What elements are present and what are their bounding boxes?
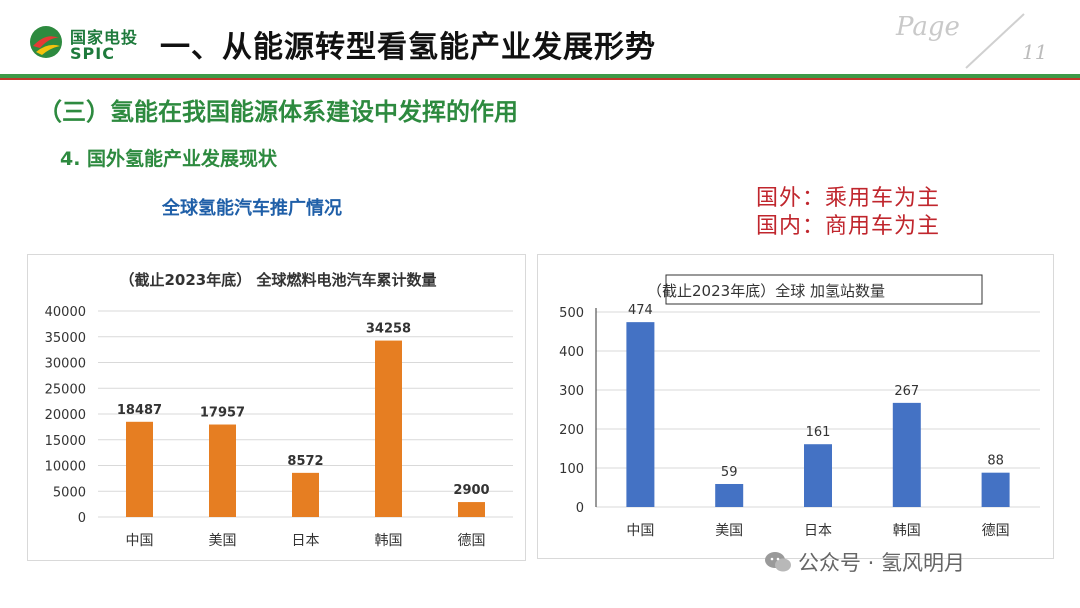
data-label: 474: [628, 303, 653, 318]
bar-2: [715, 483, 744, 507]
chart-title: （截止2023年底）全球 加氢站数量: [647, 282, 885, 300]
fuel-cell-vehicle-chart: （截止2023年底） 全球燃料电池汽车累计数量 0 5000 10000 15000 20…: [45, 271, 513, 549]
x-tick-label: 德国: [982, 523, 1010, 539]
y-tick-label: 30000: [45, 357, 86, 372]
watermark-text: 公众号 · 氢风明月: [798, 551, 966, 575]
logo-text-cn: 国家电投: [70, 28, 139, 47]
data-label: 161: [806, 425, 831, 440]
page-divider-slash: [965, 13, 1025, 69]
bar-5: [458, 502, 485, 517]
y-tick-label: 300: [559, 384, 584, 399]
data-label: 17957: [200, 406, 245, 421]
page-label: Page: [896, 12, 960, 42]
data-label: 8572: [287, 454, 323, 469]
bar-5: [981, 472, 1010, 507]
bar-2: [209, 424, 236, 517]
x-tick-label: 美国: [715, 523, 743, 539]
data-label: 34258: [366, 322, 411, 337]
y-tick-label: 0: [78, 511, 86, 526]
chart-title: （截止2023年底） 全球燃料电池汽车累计数量: [120, 271, 437, 289]
y-tick-label: 35000: [45, 331, 86, 346]
hydrogen-station-chart: （截止2023年底）全球 加氢站数量 0 100 200 300 400 500 474 中国 5…: [559, 274, 1040, 539]
bar-1: [626, 322, 655, 507]
data-label: 59: [721, 465, 738, 480]
x-tick-label: 日本: [292, 533, 320, 549]
y-tick-label: 0: [576, 501, 584, 516]
header-rule-red: [0, 78, 1080, 80]
section-title: （三）氢能在我国能源体系建设中发挥的作用: [38, 98, 518, 126]
header-rule-green: [0, 74, 1080, 78]
x-tick-label: 中国: [626, 523, 654, 539]
bar-1: [126, 421, 153, 517]
x-tick-label: 韩国: [893, 523, 921, 539]
subsection-title: 4. 国外氢能产业发展现状: [60, 148, 278, 170]
bar-3: [292, 472, 319, 517]
y-tick-label: 20000: [45, 408, 86, 423]
x-tick-label: 德国: [458, 533, 486, 549]
bar-4: [375, 340, 402, 517]
y-tick-label: 500: [559, 306, 584, 321]
spic-logo-icon: [30, 26, 62, 58]
x-tick-label: 美国: [209, 533, 237, 549]
y-tick-label: 15000: [45, 434, 86, 449]
chart-group-title: 全球氢能汽车推广情况: [162, 198, 342, 219]
logo-text-en: SPIC: [70, 44, 115, 63]
bar-4: [892, 402, 921, 507]
y-tick-label: 25000: [45, 382, 86, 397]
y-tick-label: 100: [559, 462, 584, 477]
data-label: 88: [987, 454, 1004, 469]
y-tick-label: 40000: [45, 305, 86, 320]
wechat-icon: [765, 552, 791, 572]
hydrogen-station-chart-panel: （截止2023年底）全球 加氢站数量 0 100 200 300 400 500 474 中国 5…: [537, 254, 1054, 559]
note-foreign: 国外：乘用车为主: [756, 186, 941, 211]
fuel-cell-vehicle-chart-panel: （截止2023年底） 全球燃料电池汽车累计数量 0 5000 10000 15000 20…: [27, 254, 526, 561]
y-tick-label: 10000: [45, 460, 86, 475]
note-domestic: 国内：商用车为主: [756, 214, 941, 239]
data-label: 18487: [117, 403, 162, 418]
y-tick-label: 5000: [53, 485, 86, 500]
page-title: 一、从能源转型看氢能产业发展形势: [160, 30, 656, 65]
x-tick-label: 日本: [804, 523, 832, 539]
y-tick-label: 400: [559, 345, 584, 360]
data-label: 2900: [453, 483, 489, 498]
data-label: 267: [894, 384, 919, 399]
header: 国家电投 SPIC 一、从能源转型看氢能产业发展形势 Page 11: [0, 0, 1080, 80]
x-tick-label: 中国: [126, 533, 154, 549]
y-tick-label: 200: [559, 423, 584, 438]
page-number: 11: [1022, 40, 1048, 64]
x-tick-label: 韩国: [375, 533, 403, 549]
bar-3: [804, 444, 832, 507]
chart-title-box: [665, 274, 983, 305]
